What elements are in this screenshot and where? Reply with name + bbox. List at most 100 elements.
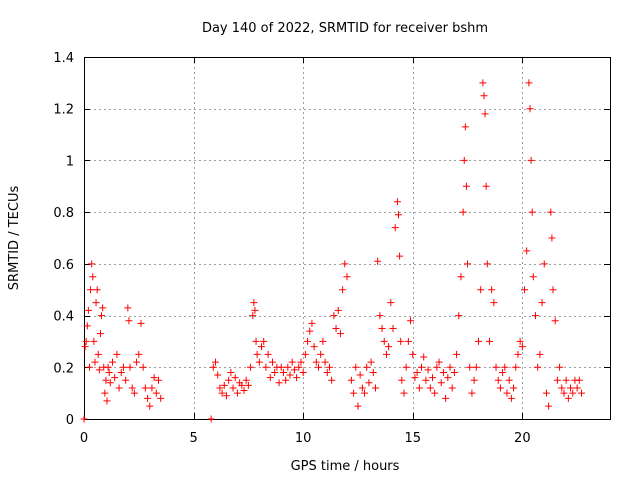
data-point — [578, 389, 586, 397]
data-point — [516, 337, 524, 345]
data-point — [523, 247, 531, 255]
data-point — [87, 286, 95, 294]
data-point — [103, 397, 111, 405]
data-point — [240, 387, 248, 395]
x-tick-label: 5 — [189, 431, 197, 446]
data-point — [209, 363, 217, 371]
data-point — [376, 312, 384, 320]
data-point — [472, 363, 480, 371]
data-point — [560, 389, 568, 397]
data-point — [455, 312, 463, 320]
data-point — [518, 343, 526, 351]
data-point — [433, 363, 441, 371]
data-point — [562, 376, 570, 384]
data-point — [439, 368, 447, 376]
data-point — [319, 337, 327, 345]
data-point — [295, 363, 303, 371]
data-point — [536, 350, 544, 358]
data-point — [139, 363, 147, 371]
data-point — [111, 374, 119, 382]
data-point — [545, 402, 553, 410]
data-point — [115, 384, 123, 392]
data-point — [225, 376, 233, 384]
data-point — [317, 350, 325, 358]
data-point — [229, 384, 237, 392]
data-point — [422, 376, 430, 384]
data-point — [108, 358, 116, 366]
data-point — [501, 363, 509, 371]
data-point — [301, 350, 309, 358]
chart-title: Day 140 of 2022, SRMTID for receiver bsh… — [202, 21, 488, 36]
data-point — [528, 208, 536, 216]
data-point — [99, 304, 107, 312]
data-point — [426, 384, 434, 392]
data-point — [124, 304, 132, 312]
data-point — [113, 350, 121, 358]
x-tick-label: 0 — [80, 431, 88, 446]
data-point — [428, 374, 436, 382]
y-tick-label: 1 — [66, 154, 74, 169]
data-point — [564, 394, 572, 402]
data-point — [288, 358, 296, 366]
data-point — [249, 312, 257, 320]
data-point — [220, 381, 228, 389]
data-point — [503, 389, 511, 397]
y-axis-label: SRMTID / TECUs — [7, 186, 22, 291]
data-point — [218, 389, 226, 397]
data-point — [354, 402, 362, 410]
data-point — [507, 394, 515, 402]
data-point — [323, 368, 331, 376]
data-point — [266, 374, 274, 382]
data-point — [306, 327, 314, 335]
data-point — [141, 384, 149, 392]
data-point — [231, 374, 239, 382]
data-point — [477, 286, 485, 294]
data-point — [96, 330, 104, 338]
data-point — [81, 343, 89, 351]
data-point — [548, 234, 556, 242]
data-point — [119, 363, 127, 371]
data-point — [312, 358, 320, 366]
data-point — [343, 273, 351, 281]
data-point — [549, 286, 557, 294]
data-point — [258, 343, 266, 351]
data-point — [268, 358, 276, 366]
data-point — [279, 368, 287, 376]
data-point — [529, 273, 537, 281]
data-point — [466, 363, 474, 371]
data-point — [461, 123, 469, 131]
data-point — [155, 376, 163, 384]
data-point — [374, 257, 382, 265]
data-point — [122, 376, 130, 384]
data-point — [367, 358, 375, 366]
data-point — [551, 317, 559, 325]
data-point — [499, 368, 507, 376]
data-point — [244, 381, 252, 389]
data-point — [553, 376, 561, 384]
data-point — [459, 208, 467, 216]
data-point — [358, 384, 366, 392]
data-point — [453, 350, 461, 358]
data-point — [80, 415, 88, 423]
data-point — [485, 337, 493, 345]
data-point — [207, 415, 215, 423]
data-point — [212, 358, 219, 366]
data-point — [369, 368, 377, 376]
data-point — [282, 376, 290, 384]
data-point — [216, 384, 224, 392]
data-point — [304, 337, 312, 345]
data-point — [242, 376, 250, 384]
data-point — [446, 363, 454, 371]
data-point — [538, 299, 546, 307]
data-point — [150, 374, 158, 382]
data-point — [297, 358, 305, 366]
data-point — [271, 368, 279, 376]
data-point — [104, 363, 112, 371]
data-point — [83, 322, 91, 330]
y-tick-label: 0.2 — [53, 361, 74, 376]
data-point — [393, 198, 401, 206]
data-point — [262, 363, 270, 371]
data-point — [534, 363, 542, 371]
